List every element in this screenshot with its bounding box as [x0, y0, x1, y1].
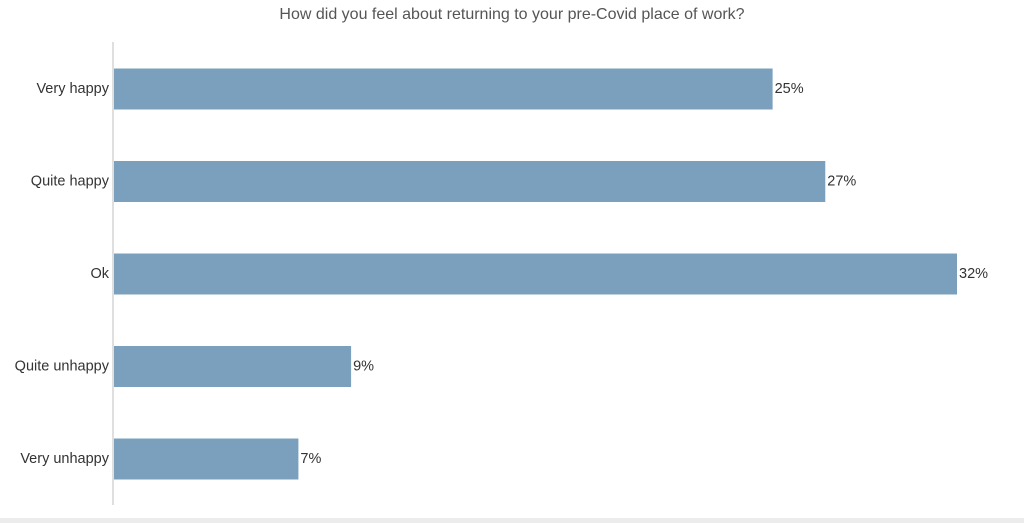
- value-label: 9%: [353, 359, 374, 375]
- category-label: Quite unhappy: [15, 359, 110, 375]
- bar-very-happy: [114, 68, 773, 110]
- bar-quite-unhappy: [114, 346, 352, 387]
- bar-very-unhappy: [114, 438, 299, 480]
- value-label: 7%: [300, 451, 321, 467]
- chart-title: How did you feel about returning to your…: [279, 6, 745, 23]
- bars-layer: Very happy 25% Quite happy 27% Ok 32% Quite un…: [15, 68, 988, 480]
- value-label: 27%: [827, 174, 856, 190]
- value-label: 32%: [959, 266, 988, 282]
- bar-quite-happy: [114, 161, 826, 202]
- bottom-strip: [0, 518, 1024, 523]
- category-label: Ok: [90, 266, 109, 282]
- bar-ok: [114, 253, 957, 295]
- category-label: Very unhappy: [20, 451, 109, 467]
- category-label: Quite happy: [31, 174, 110, 190]
- category-label: Very happy: [36, 81, 109, 97]
- value-label: 25%: [775, 81, 804, 97]
